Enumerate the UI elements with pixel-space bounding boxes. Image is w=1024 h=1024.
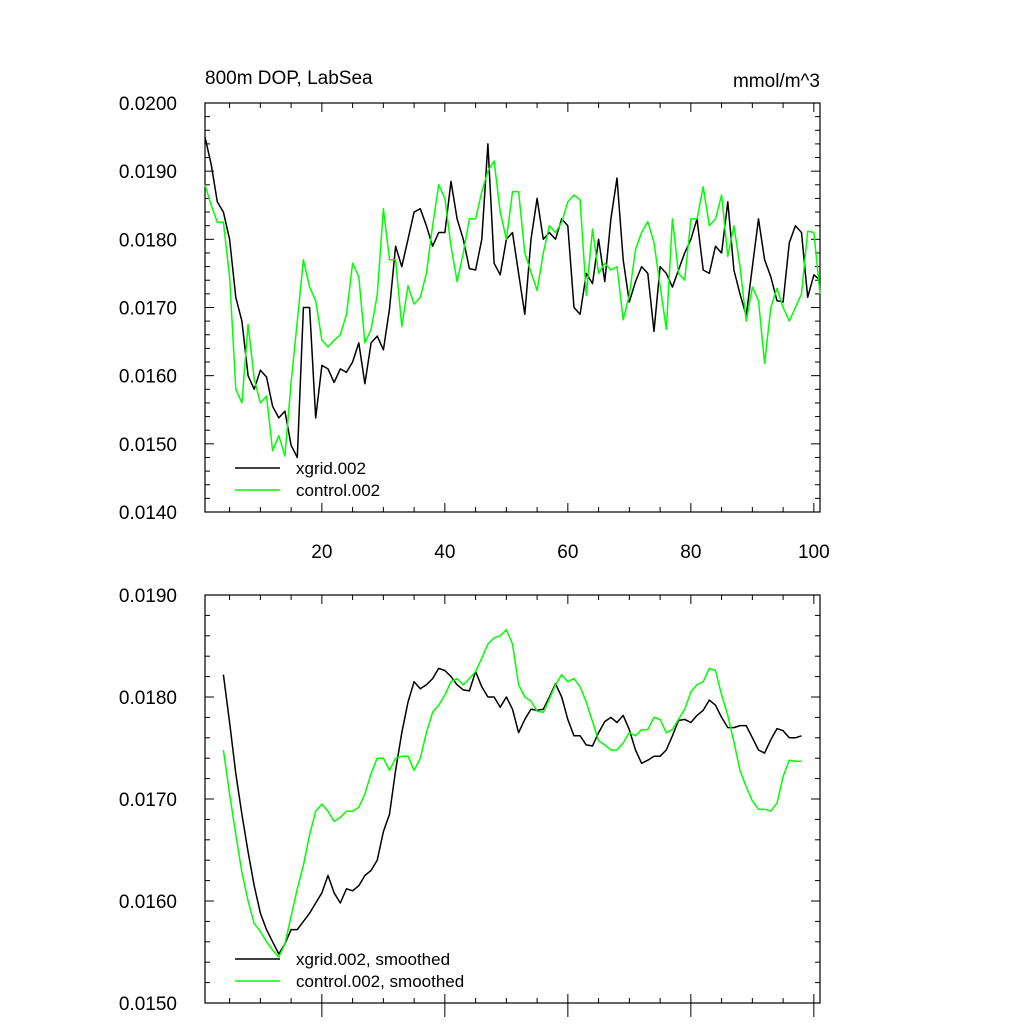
series-line-0 <box>204 136 821 459</box>
series-line-1 <box>222 628 802 958</box>
legend-label: control.002 <box>296 481 380 500</box>
y-tick-label: 0.0160 <box>119 367 177 388</box>
y-tick-label: 0.0180 <box>119 230 177 251</box>
x-tick-label: 100 <box>798 542 830 563</box>
bottom-chart-panel: 0.0150 0.0160 0.0170 0.0180 0.0190 xgrid.002,… <box>119 586 821 1017</box>
series-line-1 <box>204 160 821 457</box>
y-tick-label: 0.0150 <box>119 994 177 1015</box>
y-tick-label: 0.0190 <box>119 162 177 183</box>
y-tick-label: 0.0170 <box>119 790 177 811</box>
x-tick-label: 20 <box>311 542 332 563</box>
legend-label: xgrid.002 <box>296 459 366 478</box>
top-chart-panel: 0.0140 0.0150 0.0160 0.0170 0.0180 0.0190 0.02… <box>119 68 830 563</box>
legend-label: control.002, smoothed <box>296 972 464 991</box>
x-tick-label: 60 <box>557 542 578 563</box>
y-tick-label: 0.0190 <box>119 586 177 607</box>
y-tick-label: 0.0150 <box>119 435 177 456</box>
x-tick-label: 40 <box>434 542 455 563</box>
y-tick-label: 0.0160 <box>119 892 177 913</box>
units-label: mmol/m^3 <box>733 71 820 92</box>
y-tick-label: 0.0180 <box>119 688 177 709</box>
chart-title: 800m DOP, LabSea <box>205 68 373 89</box>
x-tick-label: 80 <box>680 542 701 563</box>
legend-label: xgrid.002, smoothed <box>296 950 450 969</box>
series-line-0 <box>222 667 802 955</box>
y-tick-label: 0.0140 <box>119 503 177 524</box>
y-tick-label: 0.0200 <box>119 94 177 115</box>
y-tick-label: 0.0170 <box>119 299 177 320</box>
